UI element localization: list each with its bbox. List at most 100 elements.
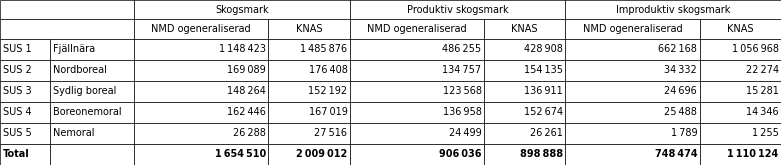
Text: 123 568: 123 568 <box>443 86 482 96</box>
Bar <box>269 144 350 165</box>
Text: 15 281: 15 281 <box>746 86 779 96</box>
Text: 152 192: 152 192 <box>308 86 348 96</box>
Bar <box>134 81 269 102</box>
Bar <box>50 39 134 60</box>
Text: Improduktiv skogsmark: Improduktiv skogsmark <box>616 5 730 15</box>
Bar <box>484 102 565 123</box>
Bar <box>484 81 565 102</box>
Text: 1 485 876: 1 485 876 <box>300 44 348 54</box>
Bar <box>565 81 700 102</box>
Text: Boreonemoral: Boreonemoral <box>53 107 121 117</box>
Text: KNAS: KNAS <box>512 24 538 34</box>
Text: 26 261: 26 261 <box>530 129 563 138</box>
Bar <box>700 144 781 165</box>
Bar <box>50 60 134 81</box>
Text: 1 654 510: 1 654 510 <box>215 149 266 160</box>
Text: SUS 2: SUS 2 <box>3 65 32 75</box>
Bar <box>50 123 134 144</box>
Bar <box>269 102 350 123</box>
Text: 136 958: 136 958 <box>443 107 482 117</box>
Text: 14 346: 14 346 <box>746 107 779 117</box>
Text: 148 264: 148 264 <box>227 86 266 96</box>
Bar <box>700 123 781 144</box>
Text: 154 135: 154 135 <box>524 65 563 75</box>
Text: 662 168: 662 168 <box>658 44 697 54</box>
Bar <box>269 39 350 60</box>
Bar <box>700 39 781 60</box>
Text: 27 516: 27 516 <box>315 129 348 138</box>
Bar <box>0 81 50 102</box>
Text: 162 446: 162 446 <box>227 107 266 117</box>
Text: 748 474: 748 474 <box>654 149 697 160</box>
Text: 26 288: 26 288 <box>233 129 266 138</box>
Text: SUS 1: SUS 1 <box>3 44 32 54</box>
Text: 898 888: 898 888 <box>520 149 563 160</box>
Bar <box>700 60 781 81</box>
Bar <box>565 144 700 165</box>
Bar <box>0 19 134 39</box>
Text: KNAS: KNAS <box>727 24 754 34</box>
Bar <box>484 19 565 39</box>
Text: 428 908: 428 908 <box>524 44 563 54</box>
Text: NMD ogeneraliserad: NMD ogeneraliserad <box>367 24 466 34</box>
Bar <box>134 19 269 39</box>
Text: 906 036: 906 036 <box>439 149 482 160</box>
Bar <box>350 123 484 144</box>
Bar <box>50 81 134 102</box>
Bar <box>0 60 50 81</box>
Text: KNAS: KNAS <box>296 24 323 34</box>
Bar <box>484 60 565 81</box>
Bar <box>134 60 269 81</box>
Bar <box>0 102 50 123</box>
Text: Sydlig boreal: Sydlig boreal <box>53 86 116 96</box>
Bar <box>700 81 781 102</box>
Bar <box>350 81 484 102</box>
Bar <box>134 123 269 144</box>
Text: NMD ogeneraliserad: NMD ogeneraliserad <box>583 24 683 34</box>
Text: SUS 4: SUS 4 <box>3 107 32 117</box>
Bar <box>565 19 700 39</box>
Text: 1 110 124: 1 110 124 <box>727 149 779 160</box>
Text: 22 274: 22 274 <box>746 65 779 75</box>
Bar <box>484 123 565 144</box>
Text: 25 488: 25 488 <box>665 107 697 117</box>
Text: NMD ogeneraliserad: NMD ogeneraliserad <box>152 24 251 34</box>
Text: Total: Total <box>3 149 30 160</box>
Bar <box>134 0 350 19</box>
Text: SUS 5: SUS 5 <box>3 129 32 138</box>
Bar <box>484 144 565 165</box>
Bar <box>134 102 269 123</box>
Text: 24 696: 24 696 <box>665 86 697 96</box>
Text: 2 009 012: 2 009 012 <box>296 149 348 160</box>
Bar <box>565 123 700 144</box>
Text: 1 255: 1 255 <box>752 129 779 138</box>
Text: 1 148 423: 1 148 423 <box>219 44 266 54</box>
Text: Nemoral: Nemoral <box>53 129 95 138</box>
Bar <box>565 39 700 60</box>
Text: 1 056 968: 1 056 968 <box>732 44 779 54</box>
Bar <box>134 39 269 60</box>
Text: Nordboreal: Nordboreal <box>53 65 107 75</box>
Text: 169 089: 169 089 <box>227 65 266 75</box>
Text: Produktiv skogsmark: Produktiv skogsmark <box>407 5 508 15</box>
Bar <box>700 102 781 123</box>
Bar <box>134 144 269 165</box>
Text: 152 674: 152 674 <box>524 107 563 117</box>
Text: Fjällnära: Fjällnära <box>53 44 95 54</box>
Bar <box>350 60 484 81</box>
Bar <box>700 19 781 39</box>
Bar <box>350 0 565 19</box>
Bar <box>269 81 350 102</box>
Bar <box>269 19 350 39</box>
Text: 1 789: 1 789 <box>671 129 697 138</box>
Bar <box>0 123 50 144</box>
Text: 486 255: 486 255 <box>442 44 482 54</box>
Bar <box>50 102 134 123</box>
Bar <box>565 0 781 19</box>
Bar <box>0 0 134 19</box>
Bar <box>0 39 50 60</box>
Text: 136 911: 136 911 <box>524 86 563 96</box>
Text: 167 019: 167 019 <box>308 107 348 117</box>
Bar <box>484 39 565 60</box>
Bar <box>269 60 350 81</box>
